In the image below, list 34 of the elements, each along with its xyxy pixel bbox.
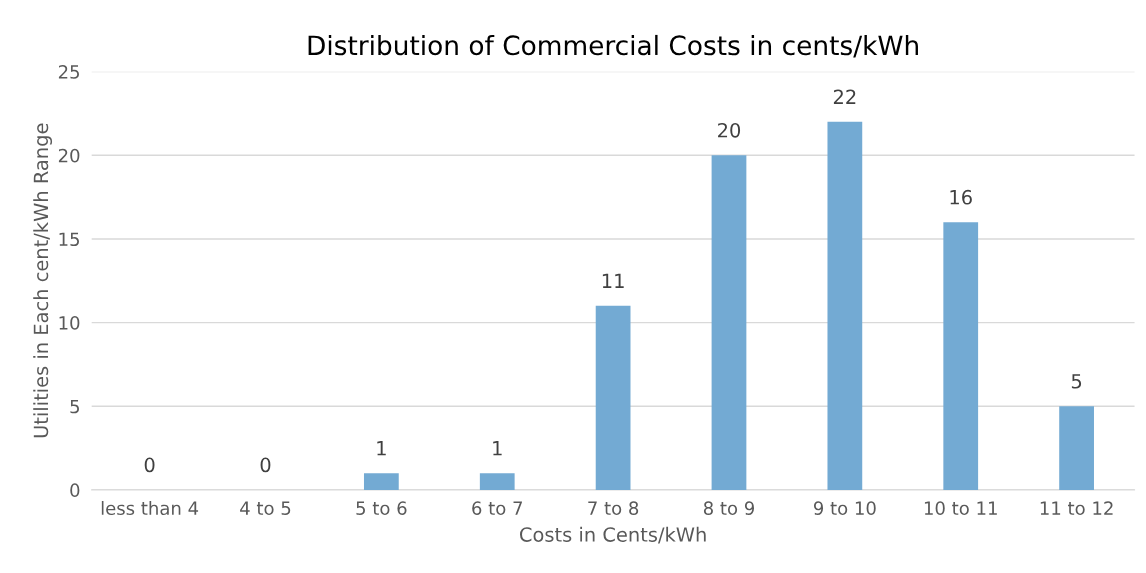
x-tick-label: 11 to 12 bbox=[1040, 501, 1113, 515]
data-label: 22 bbox=[833, 89, 856, 104]
data-label: 1 bbox=[377, 441, 386, 456]
x-tick-label: 9 to 10 bbox=[813, 501, 876, 515]
y-tick-label: 25 bbox=[58, 65, 79, 79]
y-tick-label: 10 bbox=[59, 316, 80, 330]
bar bbox=[943, 222, 979, 490]
x-tick-label: 8 to 9 bbox=[703, 501, 754, 515]
x-tick-label: 6 to 7 bbox=[472, 501, 522, 515]
y-tick-label: 20 bbox=[58, 148, 80, 163]
bar bbox=[479, 473, 515, 490]
bar bbox=[1059, 406, 1094, 490]
data-label: 11 bbox=[602, 273, 624, 288]
x-tick-label: 4 to 5 bbox=[240, 501, 291, 515]
x-axis-title: Costs in Cents/kWh bbox=[519, 526, 706, 544]
data-label: 16 bbox=[950, 189, 972, 205]
chart-title: Distribution of Commercial Costs in cents/kWh bbox=[308, 34, 918, 58]
x-tick-label: 10 to 11 bbox=[924, 501, 997, 515]
y-tick-label: 5 bbox=[70, 399, 79, 414]
bar bbox=[827, 121, 863, 490]
bar bbox=[363, 473, 399, 490]
x-tick-label: 7 to 8 bbox=[588, 501, 639, 515]
data-label: 1 bbox=[493, 441, 502, 456]
y-axis-title: Utilities in Each cent/kWh Range bbox=[33, 123, 53, 438]
y-tick-label: 0 bbox=[70, 483, 80, 498]
bar bbox=[595, 305, 631, 490]
data-label: 0 bbox=[260, 457, 271, 473]
data-label: 5 bbox=[1071, 374, 1082, 389]
data-label: 20 bbox=[718, 122, 741, 138]
x-tick-label: less than 4 bbox=[101, 501, 199, 515]
bar bbox=[711, 155, 747, 490]
data-label: 0 bbox=[144, 457, 155, 473]
x-tick-label: 5 to 6 bbox=[356, 501, 407, 515]
y-tick-label: 15 bbox=[59, 232, 79, 247]
